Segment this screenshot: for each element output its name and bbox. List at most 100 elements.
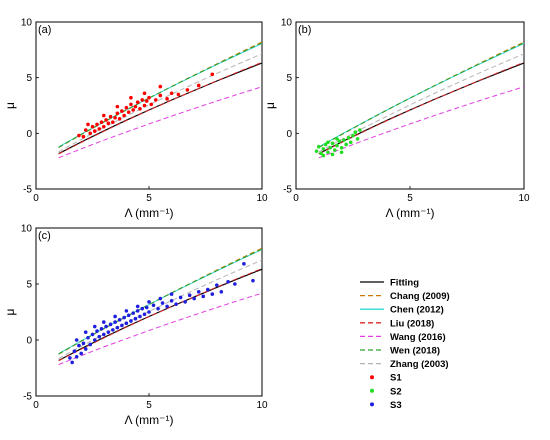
point-s1 [165, 97, 169, 101]
line-liu-2018 [58, 268, 262, 362]
point-s2 [330, 152, 335, 157]
point-s1 [77, 133, 81, 138]
y-tick-label: 0 [286, 129, 292, 140]
point-s3 [117, 318, 122, 322]
point-s1 [158, 93, 163, 98]
point-s3 [72, 349, 77, 354]
point-s2 [321, 147, 326, 151]
legend-label-liu-2018: Liu (2018) [390, 318, 434, 329]
point-s3 [158, 296, 163, 301]
point-s3 [251, 278, 255, 283]
y-tick-label: -5 [23, 185, 32, 196]
point-s3 [120, 323, 124, 328]
panel-label: (b) [298, 24, 311, 36]
point-s3 [169, 292, 174, 296]
y-tick-label: 5 [26, 280, 32, 291]
point-s3 [74, 338, 79, 342]
y-axis-label: μ [3, 308, 17, 315]
point-s3 [113, 320, 117, 324]
point-s3 [70, 360, 74, 365]
y-tick-label: 0 [26, 129, 32, 140]
point-s3 [178, 295, 183, 300]
y-tick-label: 5 [286, 73, 292, 84]
point-s1 [111, 120, 115, 124]
point-s2 [344, 142, 348, 147]
point-s1 [138, 107, 142, 111]
line-liu-2018 [318, 61, 524, 155]
point-s3 [169, 299, 174, 303]
legend-label-chen-2012: Chen (2012) [390, 305, 444, 316]
point-s3 [108, 322, 113, 327]
point-s3 [165, 304, 169, 309]
point-s1 [124, 105, 129, 110]
x-tick-label: 0 [33, 193, 39, 204]
point-s2 [342, 138, 346, 142]
point-s3 [205, 287, 210, 292]
line-wang-2016 [58, 86, 262, 159]
x-tick-label: 0 [293, 193, 299, 204]
point-s1 [104, 118, 108, 122]
point-s1 [147, 95, 151, 100]
point-s1 [210, 72, 215, 77]
point-s3 [183, 300, 187, 304]
y-tick-label: 10 [21, 18, 33, 29]
point-s3 [219, 290, 224, 294]
point-s3 [215, 283, 219, 287]
axes-frame [35, 21, 263, 190]
line-zhang-2003 [318, 53, 524, 153]
y-tick-label: -5 [23, 392, 32, 403]
point-s2 [317, 144, 321, 149]
point-s3 [95, 329, 99, 333]
legend-label-wen-2018: Wen (2018) [390, 346, 440, 357]
point-s3 [160, 301, 165, 305]
point-s1 [115, 111, 120, 116]
point-s1 [120, 109, 124, 113]
point-s2 [326, 150, 330, 155]
point-s2 [319, 151, 323, 156]
x-tick-label: 5 [407, 193, 413, 204]
plot-area [58, 41, 262, 159]
point-s3 [140, 306, 145, 311]
point-s1 [99, 120, 104, 124]
point-s2 [355, 137, 360, 141]
point-s1 [102, 113, 106, 118]
point-s1 [102, 124, 106, 129]
legend-marker-s3 [370, 402, 374, 407]
point-s1 [122, 113, 126, 118]
point-s3 [83, 347, 88, 351]
point-s3 [106, 330, 111, 334]
point-s3 [147, 300, 151, 304]
point-s3 [187, 293, 192, 298]
point-s3 [92, 338, 97, 342]
x-axis-label: Λ (mm⁻¹) [124, 206, 173, 220]
point-s1 [95, 122, 99, 127]
point-s3 [68, 356, 72, 360]
y-axis-label: μ [263, 102, 277, 109]
point-s2 [348, 140, 353, 145]
point-s3 [226, 279, 230, 284]
point-s3 [122, 315, 126, 320]
point-s1 [83, 128, 88, 132]
line-wen-2018 [58, 42, 262, 148]
point-s3 [104, 324, 108, 329]
point-s2 [358, 128, 362, 132]
point-s2 [323, 142, 328, 147]
point-s3 [147, 310, 151, 314]
legend-label-fitting: Fitting [390, 278, 419, 289]
point-s3 [201, 294, 206, 299]
point-s3 [242, 262, 246, 266]
x-tick-label: 5 [146, 400, 152, 411]
y-axis-label: μ [3, 102, 17, 109]
legend-label-chang-2009: Chang (2009) [390, 291, 450, 302]
line-wen-2018 [318, 42, 524, 148]
point-s3 [99, 327, 104, 331]
x-tick-label: 5 [146, 193, 152, 204]
point-s3 [81, 341, 86, 346]
point-s3 [97, 334, 102, 339]
point-s1 [131, 108, 135, 112]
point-s2 [353, 130, 358, 135]
line-fitting [318, 62, 524, 155]
point-s3 [77, 343, 81, 348]
plot-area [314, 41, 524, 159]
